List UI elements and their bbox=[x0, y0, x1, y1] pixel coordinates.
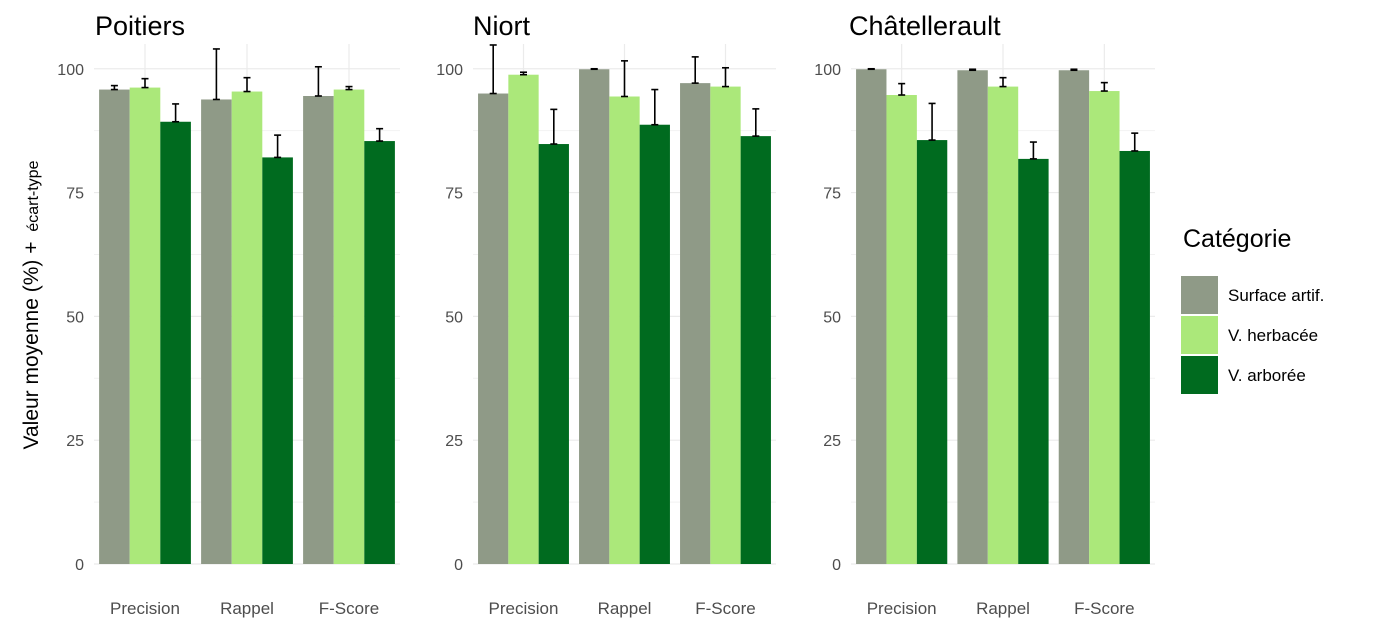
y-tick-label: 75 bbox=[66, 186, 84, 203]
bar-poitiers-rappel-surface-artif bbox=[201, 99, 232, 564]
error-bar-chatellerault-f-score-v-arboree bbox=[1131, 132, 1139, 152]
error-bar-niort-f-score-surface-artif bbox=[691, 56, 699, 84]
error-bar-poitiers-f-score-v-arboree bbox=[376, 127, 384, 142]
error-bar-poitiers-rappel-v-herbacee bbox=[243, 76, 251, 93]
bar-niort-f-score-v-herbacee bbox=[710, 86, 741, 564]
legend-key-v-arboree bbox=[1181, 356, 1218, 394]
x-tick-label: Precision bbox=[489, 599, 559, 618]
legend-key-surface-artif bbox=[1181, 276, 1218, 314]
facet-chatellerault: Châtellerault 0 25 50 75 100 Precision Rappel F-… bbox=[814, 11, 1155, 618]
facet-poitiers: Poitiers 0 25 50 75 100 Precision Rappel F-Score bbox=[57, 11, 400, 618]
x-tick-label: Rappel bbox=[220, 599, 274, 618]
y-tick-label: 50 bbox=[66, 309, 84, 326]
bar-chatellerault-f-score-v-arboree bbox=[1119, 150, 1150, 564]
bar-chatellerault-precision-v-herbacee bbox=[886, 95, 917, 564]
y-tick-label: 100 bbox=[436, 62, 463, 79]
x-tick-label: Precision bbox=[867, 599, 937, 618]
error-bar-chatellerault-f-score-v-herbacee bbox=[1100, 81, 1108, 92]
y-tick-label: 100 bbox=[814, 62, 841, 79]
error-bar-niort-precision-v-arboree bbox=[550, 108, 558, 145]
y-tick-label: 0 bbox=[454, 557, 463, 574]
error-bar-niort-rappel-v-herbacee bbox=[621, 60, 628, 98]
error-bar-niort-precision-v-herbacee bbox=[520, 71, 527, 76]
error-bar-niort-f-score-v-herbacee bbox=[722, 66, 729, 88]
y-tick-label: 0 bbox=[75, 557, 84, 574]
x-tick-label: F-Score bbox=[319, 599, 379, 618]
bar-poitiers-precision-surface-artif bbox=[99, 89, 130, 565]
bar-chatellerault-rappel-v-arboree bbox=[1018, 158, 1049, 564]
bar-poitiers-f-score-surface-artif bbox=[303, 96, 334, 564]
error-bar-chatellerault-precision-v-arboree bbox=[928, 102, 936, 141]
bar-chatellerault-f-score-surface-artif bbox=[1058, 70, 1090, 564]
legend-key-v-herbacee bbox=[1181, 316, 1218, 354]
bar-niort-precision-surface-artif bbox=[478, 93, 509, 565]
bar-poitiers-rappel-v-arboree bbox=[262, 157, 293, 564]
bar-chatellerault-precision-v-arboree bbox=[916, 140, 948, 565]
error-bar-chatellerault-rappel-surface-artif bbox=[969, 68, 977, 72]
error-bar-niort-f-score-v-arboree bbox=[752, 108, 760, 137]
y-axis-label-main: Valeur moyenne (%) + bbox=[20, 242, 43, 450]
error-bar-niort-precision-surface-artif bbox=[489, 44, 497, 95]
bar-poitiers-f-score-v-herbacee bbox=[333, 89, 365, 565]
y-tick-label: 25 bbox=[823, 433, 841, 450]
y-tick-label: 50 bbox=[823, 309, 841, 326]
y-tick-label: 50 bbox=[445, 309, 463, 326]
bar-poitiers-precision-v-herbacee bbox=[129, 87, 161, 564]
x-tick-label: Rappel bbox=[976, 599, 1030, 618]
legend-label-v-arboree: V. arborée bbox=[1228, 366, 1306, 385]
bar-niort-precision-v-herbacee bbox=[508, 74, 539, 564]
bar-niort-precision-v-arboree bbox=[538, 144, 569, 565]
error-bar-chatellerault-precision-v-herbacee bbox=[898, 82, 906, 96]
bar-chatellerault-rappel-surface-artif bbox=[957, 70, 988, 564]
bar-niort-f-score-surface-artif bbox=[680, 83, 711, 564]
facets: Poitiers 0 25 50 75 100 Precision Rappel F-Score… bbox=[57, 11, 1155, 618]
error-bar-poitiers-precision-v-arboree bbox=[172, 103, 180, 123]
bar-niort-rappel-surface-artif bbox=[579, 69, 610, 564]
y-tick-label: 100 bbox=[57, 62, 84, 79]
error-bar-chatellerault-rappel-v-arboree bbox=[1029, 141, 1037, 160]
error-bar-poitiers-rappel-v-arboree bbox=[274, 134, 282, 159]
y-axis-label-small: écart-type bbox=[25, 160, 42, 231]
facet-title: Niort bbox=[473, 11, 531, 41]
error-bar-poitiers-f-score-surface-artif bbox=[314, 65, 322, 97]
error-bar-poitiers-f-score-v-herbacee bbox=[345, 85, 353, 91]
bar-niort-rappel-v-arboree bbox=[639, 124, 670, 564]
y-tick-label: 25 bbox=[66, 433, 84, 450]
bar-chatellerault-precision-surface-artif bbox=[856, 69, 887, 564]
bar-niort-f-score-v-arboree bbox=[740, 136, 771, 564]
bar-chatellerault-rappel-v-herbacee bbox=[987, 86, 1019, 564]
bar-poitiers-precision-v-arboree bbox=[160, 121, 191, 564]
legend-label-v-herbacee: V. herbacée bbox=[1228, 326, 1318, 345]
x-tick-label: Precision bbox=[110, 599, 180, 618]
facet-niort: Niort 0 25 50 75 100 Precision Rappel F-Score bbox=[436, 11, 776, 618]
bar-niort-rappel-v-herbacee bbox=[609, 96, 640, 564]
x-tick-label: Rappel bbox=[598, 599, 652, 618]
bar-poitiers-f-score-v-arboree bbox=[364, 141, 395, 565]
error-bar-chatellerault-f-score-surface-artif bbox=[1070, 68, 1078, 72]
error-bar-poitiers-precision-v-herbacee bbox=[141, 77, 149, 89]
legend: Catégorie Surface artif. V. herbacée V. ar… bbox=[1181, 225, 1324, 394]
y-tick-label: 0 bbox=[832, 557, 841, 574]
error-bar-niort-rappel-v-arboree bbox=[651, 88, 659, 126]
error-bar-poitiers-precision-surface-artif bbox=[110, 84, 118, 91]
facet-title: Poitiers bbox=[95, 11, 185, 41]
y-tick-label: 75 bbox=[823, 186, 841, 203]
bar-chatellerault-f-score-v-herbacee bbox=[1089, 91, 1120, 565]
y-tick-label: 75 bbox=[445, 186, 463, 203]
error-bar-poitiers-rappel-surface-artif bbox=[212, 48, 220, 101]
legend-label-surface-artif: Surface artif. bbox=[1228, 286, 1324, 305]
facet-title: Châtellerault bbox=[849, 11, 1001, 41]
x-tick-label: F-Score bbox=[1074, 599, 1134, 618]
legend-title: Catégorie bbox=[1183, 225, 1291, 253]
x-tick-label: F-Score bbox=[695, 599, 755, 618]
y-axis-label: Valeur moyenne (%) + écart-type bbox=[20, 160, 43, 449]
error-bar-chatellerault-rappel-v-herbacee bbox=[999, 76, 1007, 88]
bar-poitiers-rappel-v-herbacee bbox=[231, 91, 263, 565]
y-tick-label: 25 bbox=[445, 433, 463, 450]
